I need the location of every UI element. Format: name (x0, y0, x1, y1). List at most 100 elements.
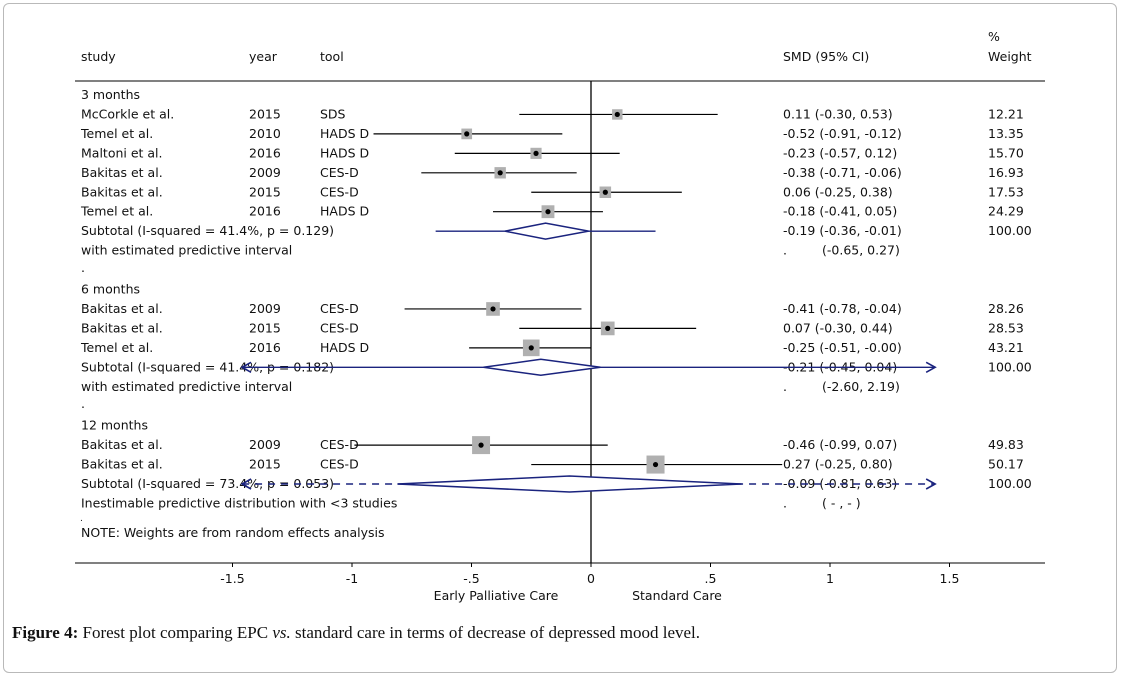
point-estimate (533, 151, 538, 156)
subtotal-weight: 100.00 (988, 476, 1032, 491)
header-year: year (249, 49, 278, 64)
point-estimate (653, 462, 658, 467)
study-ci-text: 0.27 (-0.25, 0.80) (783, 457, 893, 472)
predictive-dot: . (783, 243, 787, 258)
x-tick-label: .5 (705, 571, 717, 586)
predictive-label: with estimated predictive interval (81, 379, 292, 394)
predictive-interval-text: ( - , - ) (822, 495, 861, 510)
point-estimate (498, 170, 503, 175)
study-name: Temel et al. (80, 340, 153, 355)
study-name: Bakitas et al. (81, 301, 163, 316)
study-ci-text: 0.06 (-0.25, 0.38) (783, 184, 893, 199)
study-weight: 24.29 (988, 204, 1024, 219)
group-separator-dot: . (81, 260, 85, 275)
predictive-interval-text: (-2.60, 2.19) (822, 379, 900, 394)
study-name: Bakitas et al. (81, 165, 163, 180)
predictive-interval-text: (-0.65, 0.27) (822, 243, 900, 258)
study-year: 2009 (249, 301, 281, 316)
point-estimate (605, 326, 610, 331)
predictive-dot: . (783, 495, 787, 510)
study-weight: 28.53 (988, 320, 1024, 335)
study-name: McCorkle et al. (81, 106, 174, 121)
favours-right-label: Standard Care (632, 588, 722, 603)
study-ci-text: -0.52 (-0.91, -0.12) (783, 126, 902, 141)
group-label: 6 months (81, 282, 140, 297)
study-ci-text: -0.23 (-0.57, 0.12) (783, 145, 897, 160)
study-year: 2015 (249, 106, 281, 121)
study-name: Bakitas et al. (81, 320, 163, 335)
x-tick-label: -.5 (463, 571, 479, 586)
caption-label: Figure 4: (12, 623, 78, 642)
study-ci-text: 0.07 (-0.30, 0.44) (783, 320, 893, 335)
x-tick-label: -1 (346, 571, 358, 586)
study-tool: CES-D (320, 437, 359, 452)
subtotal-label: Subtotal (I-squared = 41.4%, p = 0.129) (81, 223, 334, 238)
study-tool: CES-D (320, 165, 359, 180)
study-year: 2009 (249, 437, 281, 452)
study-year: 2016 (249, 340, 281, 355)
study-weight: 28.26 (988, 301, 1024, 316)
study-ci-text: -0.41 (-0.78, -0.04) (783, 301, 902, 316)
point-estimate (615, 112, 620, 117)
figure-caption: Figure 4: Forest plot comparing EPC vs. … (12, 623, 1102, 643)
predictive-dot: . (783, 379, 787, 394)
study-ci-text: 0.11 (-0.30, 0.53) (783, 106, 893, 121)
point-estimate (545, 209, 550, 214)
subtotal-diamond (483, 359, 600, 375)
study-tool: HADS D (320, 204, 369, 219)
study-weight: 15.70 (988, 145, 1024, 160)
header-weight-percent: % (988, 29, 1000, 44)
point-estimate (529, 345, 534, 350)
caption-text-before: Forest plot comparing EPC (78, 623, 272, 642)
study-year: 2015 (249, 184, 281, 199)
subtotal-ci-text: -0.19 (-0.36, -0.01) (783, 223, 902, 238)
forest-plot: study year tool SMD (95% CI)% Weight 3 months… (0, 0, 1122, 620)
subtotal-diamond (397, 476, 741, 492)
study-tool: CES-D (320, 184, 359, 199)
study-weight: 13.35 (988, 126, 1024, 141)
study-name: Temel et al. (80, 126, 153, 141)
study-year: 2016 (249, 145, 281, 160)
study-weight: 16.93 (988, 165, 1024, 180)
study-ci-text: -0.25 (-0.51, -0.00) (783, 340, 902, 355)
predictive-label: Inestimable predictive distribution with… (81, 495, 397, 510)
study-ci-text: -0.18 (-0.41, 0.05) (783, 204, 897, 219)
study-year: 2009 (249, 165, 281, 180)
study-tool: CES-D (320, 301, 359, 316)
caption-italic: vs. (272, 623, 290, 642)
x-tick-label: 1.5 (940, 571, 960, 586)
study-year: 2016 (249, 204, 281, 219)
x-tick-label: 0 (587, 571, 595, 586)
study-weight: 17.53 (988, 184, 1024, 199)
study-year: 2015 (249, 457, 281, 472)
note-text: NOTE: Weights are from random effects an… (81, 525, 385, 540)
group-label: 3 months (81, 87, 140, 102)
study-weight: 43.21 (988, 340, 1024, 355)
group-separator-dot: . (81, 396, 85, 411)
study-year: 2010 (249, 126, 281, 141)
study-year: 2015 (249, 320, 281, 335)
study-tool: CES-D (320, 457, 359, 472)
study-tool: SDS (320, 106, 346, 121)
study-tool: CES-D (320, 320, 359, 335)
point-estimate (490, 306, 495, 311)
subtotal-diamond (505, 223, 589, 239)
study-name: Bakitas et al. (81, 184, 163, 199)
point-estimate (603, 190, 608, 195)
x-tick-label: 1 (826, 571, 834, 586)
study-weight: 50.17 (988, 457, 1024, 472)
subtotal-weight: 100.00 (988, 359, 1032, 374)
study-weight: 12.21 (988, 106, 1024, 121)
study-ci-text: -0.38 (-0.71, -0.06) (783, 165, 902, 180)
predictive-label: with estimated predictive interval (81, 243, 292, 258)
subtotal-weight: 100.00 (988, 223, 1032, 238)
group-label: 12 months (81, 418, 148, 433)
study-weight: 49.83 (988, 437, 1024, 452)
header-smd-ci: SMD (95% CI) (783, 49, 869, 64)
study-ci-text: -0.46 (-0.99, 0.07) (783, 437, 897, 452)
study-tool: HADS D (320, 126, 369, 141)
study-name: Maltoni et al. (81, 145, 163, 160)
study-name: Bakitas et al. (81, 457, 163, 472)
point-estimate (464, 131, 469, 136)
point-estimate (478, 443, 483, 448)
